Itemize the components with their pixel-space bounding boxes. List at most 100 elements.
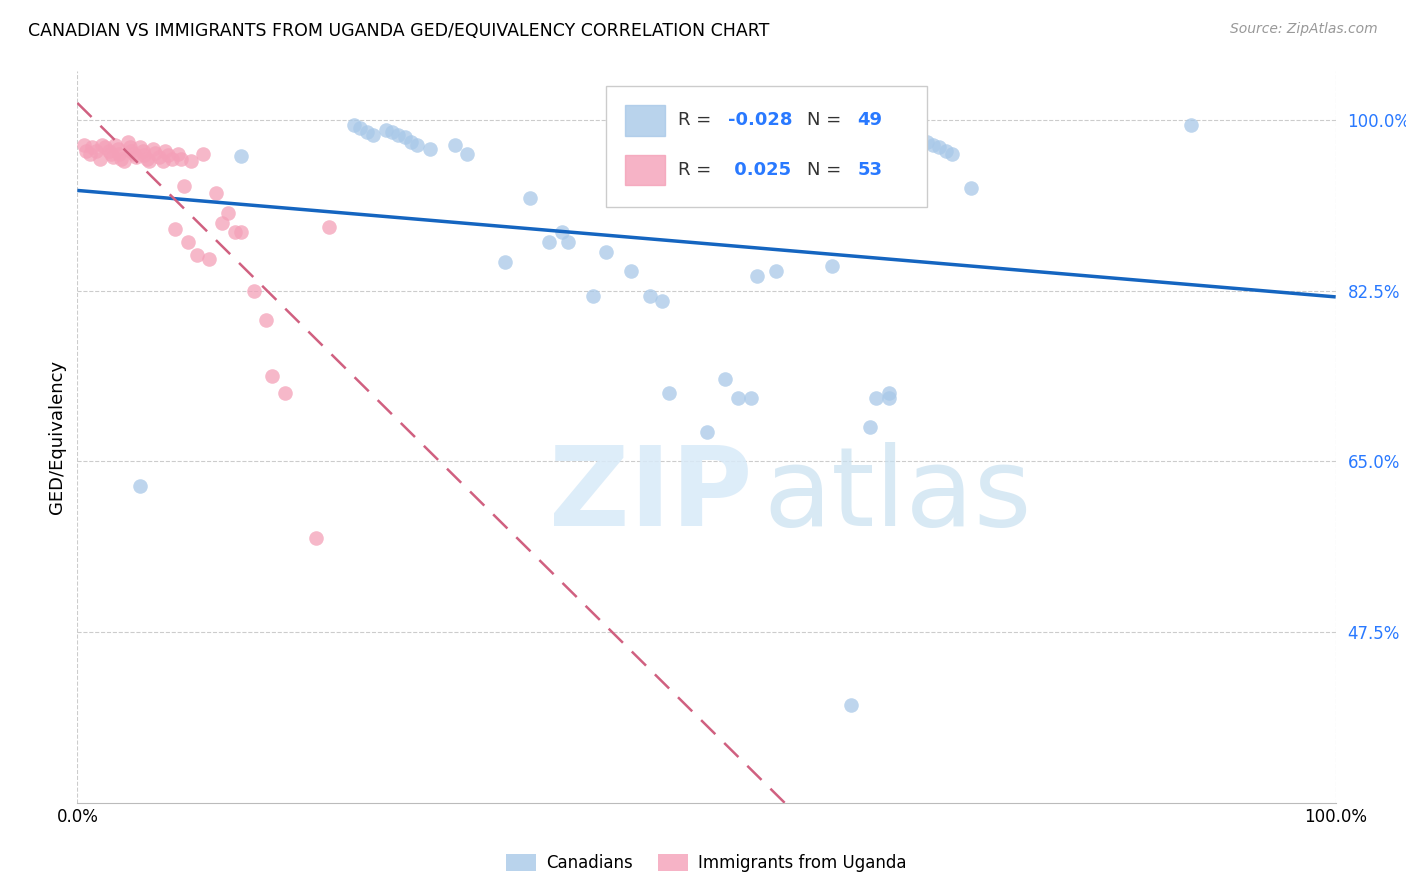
- Point: [91, 137, 114, 152]
- Point: [204, 186, 226, 201]
- Point: [582, 288, 605, 302]
- Point: [394, 129, 416, 144]
- Point: [211, 215, 233, 229]
- Point: [620, 264, 643, 278]
- Point: [101, 150, 124, 164]
- Point: [1180, 118, 1202, 132]
- Point: [740, 391, 762, 405]
- Point: [444, 137, 467, 152]
- Point: [186, 248, 208, 262]
- Point: [112, 154, 135, 169]
- Text: 53: 53: [858, 161, 883, 179]
- Point: [100, 147, 122, 161]
- Y-axis label: GED/Equivalency: GED/Equivalency: [48, 360, 66, 514]
- Point: [143, 146, 166, 161]
- Point: [877, 391, 900, 405]
- Point: [519, 191, 541, 205]
- Point: [638, 288, 661, 302]
- Text: N =: N =: [807, 161, 848, 179]
- Point: [959, 181, 981, 195]
- Point: [557, 235, 579, 249]
- Point: [104, 137, 127, 152]
- Point: [551, 225, 574, 239]
- Point: [361, 128, 384, 142]
- Point: [155, 145, 177, 159]
- Point: [120, 145, 142, 159]
- Point: [419, 142, 441, 156]
- Point: [915, 135, 938, 149]
- Point: [343, 118, 366, 132]
- Point: [387, 128, 409, 142]
- Point: [897, 123, 920, 137]
- Point: [177, 235, 200, 249]
- Point: [941, 147, 963, 161]
- Point: [651, 293, 673, 308]
- Point: [381, 125, 404, 139]
- Point: [152, 154, 174, 169]
- Point: [262, 368, 284, 383]
- Text: Source: ZipAtlas.com: Source: ZipAtlas.com: [1230, 22, 1378, 37]
- Text: R =: R =: [678, 161, 717, 179]
- Point: [922, 137, 945, 152]
- Point: [821, 260, 844, 274]
- Point: [79, 147, 101, 161]
- Point: [229, 149, 252, 163]
- Point: [696, 425, 718, 440]
- Text: -0.028: -0.028: [728, 112, 793, 129]
- Point: [745, 269, 768, 284]
- Point: [305, 531, 328, 545]
- Point: [765, 264, 787, 278]
- Point: [82, 140, 104, 154]
- Point: [903, 128, 925, 142]
- Point: [132, 148, 155, 162]
- Point: [406, 137, 429, 152]
- Point: [658, 386, 681, 401]
- Text: atlas: atlas: [763, 442, 1032, 549]
- FancyBboxPatch shape: [624, 154, 665, 186]
- Point: [120, 140, 142, 154]
- Point: [108, 147, 131, 161]
- Point: [180, 154, 202, 169]
- Point: [135, 152, 157, 166]
- Point: [142, 142, 165, 156]
- Point: [125, 150, 148, 164]
- Point: [198, 252, 221, 266]
- Point: [217, 206, 239, 220]
- Point: [254, 313, 277, 327]
- Point: [167, 147, 190, 161]
- Point: [97, 145, 120, 159]
- Point: [165, 222, 187, 236]
- Point: [191, 147, 215, 161]
- Point: [173, 179, 195, 194]
- Point: [349, 120, 371, 135]
- FancyBboxPatch shape: [624, 105, 665, 136]
- Point: [865, 391, 887, 405]
- Point: [928, 140, 950, 154]
- Point: [122, 147, 145, 161]
- Point: [156, 148, 179, 162]
- Point: [538, 235, 561, 249]
- Point: [75, 145, 97, 159]
- Point: [84, 145, 107, 159]
- Point: [132, 145, 155, 159]
- Point: [160, 152, 183, 166]
- Text: R =: R =: [678, 112, 717, 129]
- Point: [89, 152, 111, 166]
- Point: [72, 137, 94, 152]
- Point: [714, 371, 737, 385]
- Point: [399, 135, 422, 149]
- Text: CANADIAN VS IMMIGRANTS FROM UGANDA GED/EQUIVALENCY CORRELATION CHART: CANADIAN VS IMMIGRANTS FROM UGANDA GED/E…: [28, 22, 769, 40]
- Point: [148, 150, 170, 164]
- Point: [727, 391, 749, 405]
- Point: [229, 225, 252, 239]
- Point: [107, 142, 129, 156]
- Point: [169, 152, 191, 166]
- Point: [595, 244, 617, 259]
- Point: [456, 147, 478, 161]
- Text: 0.025: 0.025: [728, 161, 792, 179]
- Point: [318, 220, 340, 235]
- Text: ZIP: ZIP: [550, 442, 752, 549]
- Legend: Canadians, Immigrants from Uganda: Canadians, Immigrants from Uganda: [499, 847, 914, 879]
- Point: [494, 254, 516, 268]
- Point: [94, 140, 117, 154]
